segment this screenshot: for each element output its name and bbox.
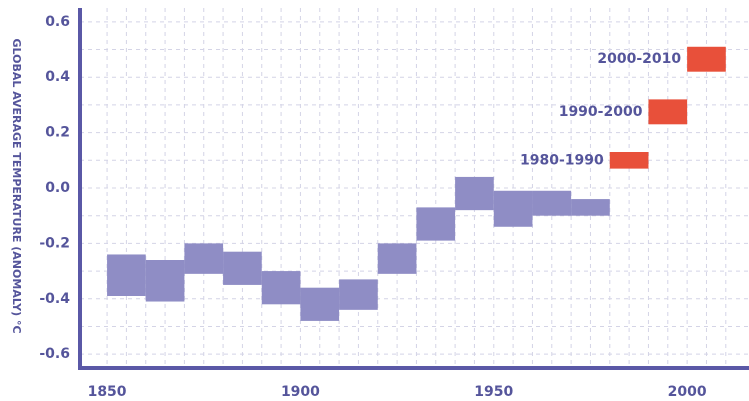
range-bar (493, 190, 533, 227)
range-bar (687, 46, 726, 72)
x-tick-label: 1950 (474, 384, 513, 400)
y-tick-label: 0.4 (45, 69, 70, 85)
range-bar (223, 251, 262, 285)
range-bar (648, 99, 688, 125)
range-bar (184, 243, 224, 274)
range-label: 1990-2000 (559, 104, 643, 120)
x-tick-label: 2000 (668, 384, 707, 400)
range-label: 1980-1990 (520, 152, 604, 168)
y-axis-label: GLOBAL AVERAGE TEMPERATURE (ANOMALY) °C (10, 38, 23, 333)
y-tick-label: 0.6 (45, 14, 70, 30)
range-label: 2000-2010 (597, 51, 681, 67)
y-tick-label: 0.2 (45, 125, 70, 141)
range-bar (571, 199, 610, 216)
range-bar (455, 176, 494, 211)
range-bar (300, 287, 340, 321)
range-bar (261, 271, 301, 305)
y-tick-label: -0.4 (39, 291, 70, 307)
y-tick-label: -0.6 (39, 346, 70, 362)
range-bar (339, 279, 378, 310)
range-bar (107, 254, 146, 296)
y-tick-label: -0.2 (39, 235, 70, 251)
range-bar (532, 190, 572, 216)
range-bar (377, 243, 417, 274)
x-tick-label: 1900 (281, 384, 320, 400)
range-bar (609, 152, 649, 169)
range-bar (145, 260, 185, 302)
x-tick-label: 1850 (88, 384, 127, 400)
range-bar (416, 207, 456, 241)
y-tick-label: 0.0 (45, 180, 70, 196)
